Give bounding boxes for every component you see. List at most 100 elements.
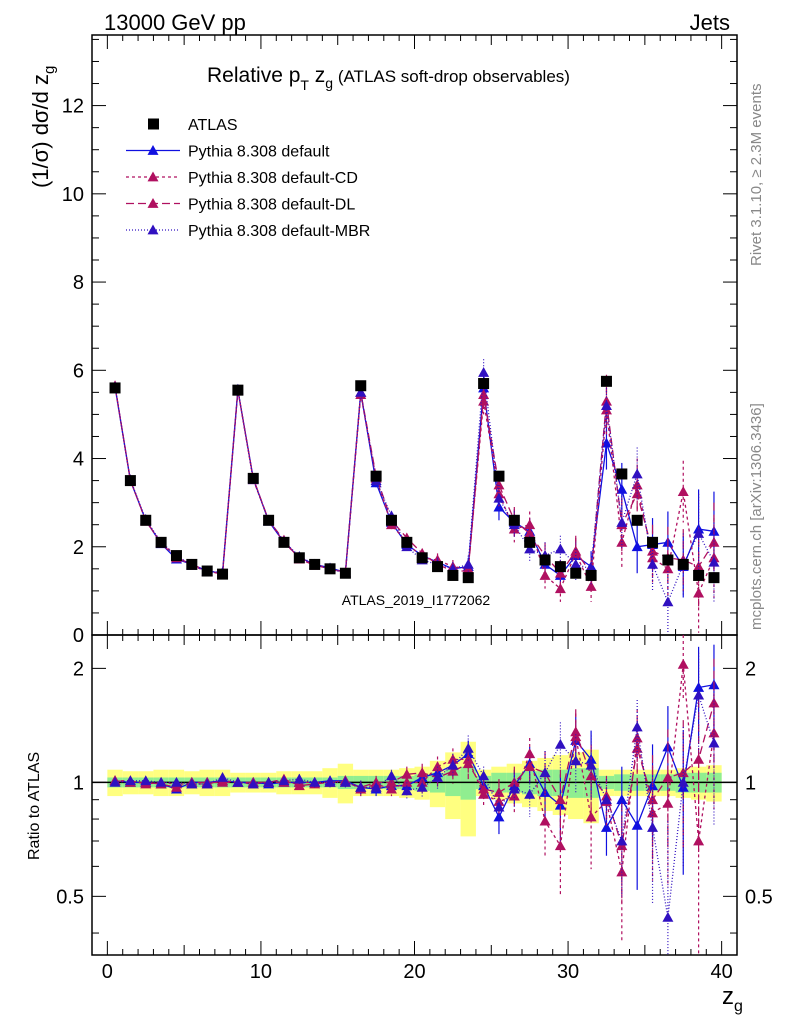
atlas-data-point xyxy=(462,572,474,584)
x-axis-label: zg xyxy=(722,983,743,1015)
data-point xyxy=(324,776,336,787)
data-point xyxy=(600,821,612,832)
data-point xyxy=(647,558,659,569)
x-tick-label: 30 xyxy=(557,961,579,983)
ratio-content xyxy=(92,635,737,955)
atlas-data-point xyxy=(401,536,413,548)
data-point xyxy=(616,483,628,494)
data-point xyxy=(708,536,720,547)
data-point xyxy=(631,468,643,479)
data-point xyxy=(554,543,566,554)
data-point xyxy=(616,866,628,877)
data-point xyxy=(493,801,505,812)
data-point xyxy=(217,771,229,782)
x-axis-label-main: z xyxy=(722,983,734,1010)
legend-entry: Pythia 8.308 default-CD xyxy=(126,170,358,187)
data-point xyxy=(140,775,152,786)
data-point xyxy=(570,545,582,556)
data-point xyxy=(478,770,490,781)
atlas-data-point xyxy=(708,572,720,584)
chart-title-mid: z xyxy=(309,64,325,87)
data-point xyxy=(155,776,167,787)
ratio-axes: 0 10 20 30 40 0.5 0.5 1 1 2 2 xyxy=(56,635,773,983)
data-point xyxy=(232,776,244,787)
data-point xyxy=(462,758,474,769)
atlas-data-point xyxy=(217,568,229,580)
atlas-data-point xyxy=(278,536,290,548)
data-point xyxy=(170,776,182,787)
main-y-tick-label: 8 xyxy=(73,272,84,294)
main-y-axis-label-main: (1/σ) dσ/d z xyxy=(28,74,53,188)
x-tick-label: 0 xyxy=(102,961,113,983)
main-y-tick-label: 12 xyxy=(62,96,84,118)
chart-title-rest: (ATLAS soft-drop observables) xyxy=(333,67,570,86)
legend-marker xyxy=(147,171,159,182)
legend-entry: Pythia 8.308 default-DL xyxy=(126,197,355,214)
series-line-1 xyxy=(114,684,715,830)
legend-label: Pythia 8.308 default xyxy=(188,144,330,161)
x-tick-label: 10 xyxy=(250,961,272,983)
data-point xyxy=(616,794,628,805)
data-point xyxy=(416,767,428,778)
atlas-data-point xyxy=(416,552,428,564)
data-point xyxy=(631,742,643,753)
atlas-data-point xyxy=(539,554,551,566)
series-line-4 xyxy=(114,694,715,918)
legend-marker xyxy=(148,118,159,130)
data-point xyxy=(662,771,674,782)
ratio-band-inner xyxy=(460,766,476,800)
main-y-axis-label-sub: g xyxy=(41,66,58,74)
data-point xyxy=(570,558,582,569)
atlas-data-point xyxy=(232,384,244,396)
data-point xyxy=(631,721,643,732)
data-point xyxy=(554,840,566,851)
data-point xyxy=(109,776,121,787)
data-point xyxy=(647,552,659,563)
atlas-data-point xyxy=(631,514,643,526)
data-point xyxy=(493,811,505,822)
data-point xyxy=(539,815,551,826)
data-point xyxy=(524,761,536,772)
chart-title: Relative pT zg (ATLAS soft-drop observab… xyxy=(207,64,570,93)
data-point xyxy=(539,767,551,778)
data-point xyxy=(693,835,705,846)
atlas-data-point xyxy=(155,536,167,548)
ratio-y-tick-label-right: 1 xyxy=(745,772,756,794)
data-point xyxy=(631,819,643,830)
atlas-data-point xyxy=(662,554,674,566)
main-y-axis-label: (1/σ) dσ/d zg xyxy=(28,66,58,188)
data-point xyxy=(554,738,566,749)
chart-title-sub2: g xyxy=(325,75,333,91)
data-point xyxy=(554,794,566,805)
data-point xyxy=(293,773,305,784)
legend-entry: ATLAS xyxy=(148,117,238,134)
atlas-data-point xyxy=(201,565,213,577)
data-point xyxy=(339,776,351,787)
atlas-data-point xyxy=(385,514,397,526)
atlas-data-point xyxy=(600,375,612,387)
ratio-y-tick-label: 0.5 xyxy=(56,886,84,908)
data-point xyxy=(693,689,705,700)
legend-entry: Pythia 8.308 default-MBR xyxy=(126,223,370,240)
atlas-data-point xyxy=(647,536,659,548)
data-point xyxy=(278,775,290,786)
data-point xyxy=(478,389,490,399)
data-point xyxy=(631,541,643,552)
chart-title-main: Relative p xyxy=(207,64,300,87)
data-point xyxy=(447,765,459,776)
data-point xyxy=(293,780,305,791)
data-point xyxy=(493,492,505,503)
data-point xyxy=(539,569,551,580)
data-point xyxy=(677,658,689,669)
main-y-tick-label: 2 xyxy=(73,537,84,559)
data-point xyxy=(554,583,566,594)
atlas-data-point xyxy=(247,472,259,484)
data-point xyxy=(508,783,520,794)
data-point xyxy=(524,528,536,538)
data-point xyxy=(493,796,505,806)
series-line-2 xyxy=(114,386,715,596)
atlas-data-point xyxy=(570,567,582,579)
data-point xyxy=(478,783,490,794)
data-point xyxy=(170,781,182,792)
